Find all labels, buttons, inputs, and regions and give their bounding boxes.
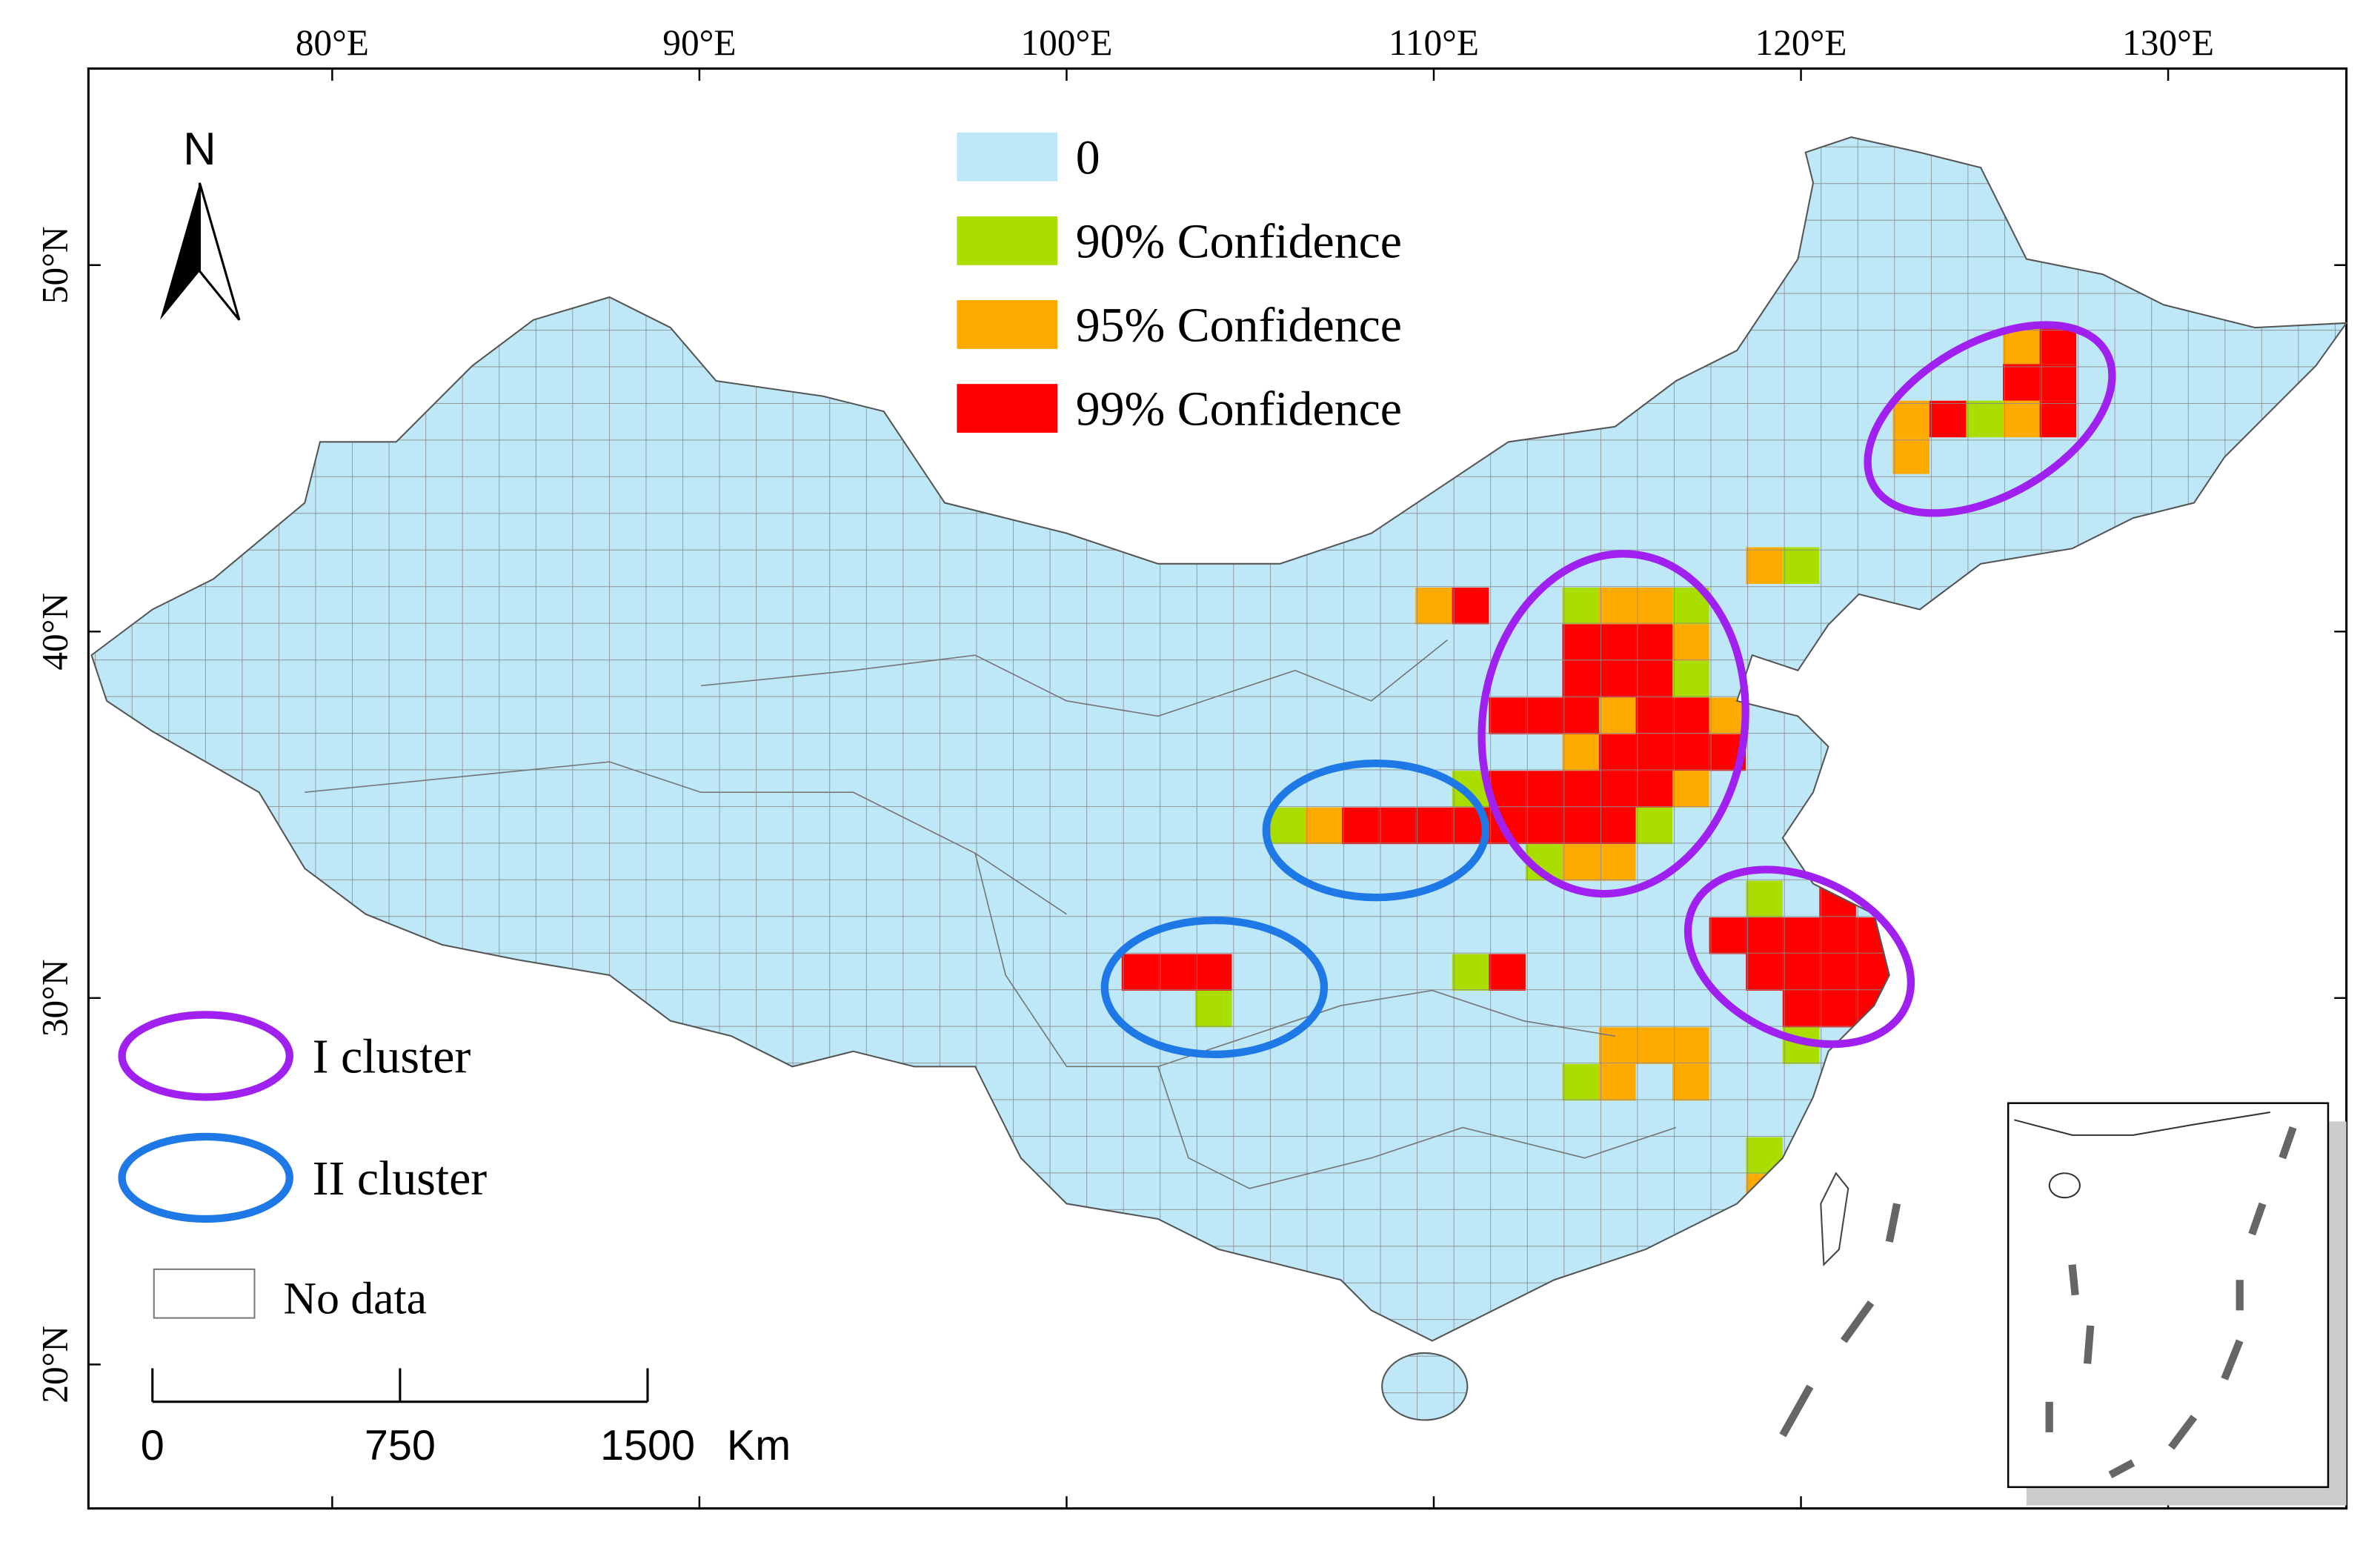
x-tick-label: 90°E	[662, 22, 736, 63]
scale-label: 1500	[600, 1422, 695, 1469]
cluster-label: I cluster	[313, 1030, 471, 1084]
inset	[1779, 1102, 2347, 1506]
scale-label: 750	[365, 1422, 436, 1469]
inset-dashes	[2045, 1126, 2297, 1478]
cluster-legend: I cluster II cluster	[118, 1011, 488, 1223]
north-label: N	[183, 124, 216, 175]
inset-frame	[2007, 1102, 2330, 1489]
legend-label: 95% Confidence	[1076, 299, 1402, 353]
cluster-ring	[1683, 865, 1915, 1049]
x-tick-label: 130°E	[2122, 22, 2214, 63]
y-tick-label: 20°N	[35, 1326, 76, 1403]
north-arrow: N	[160, 124, 241, 321]
taiwan	[1820, 1172, 1849, 1267]
y-tick-label: 50°N	[35, 226, 76, 304]
no-data-swatch	[153, 1268, 256, 1319]
cluster-ring	[1864, 321, 2116, 517]
legend-label: 99% Confidence	[1076, 382, 1402, 436]
legend-label: 90% Confidence	[1076, 215, 1402, 269]
x-tick-label: 120°E	[1755, 22, 1847, 63]
cluster-ring	[1262, 760, 1490, 902]
legend-swatch	[957, 300, 1058, 349]
sea-dashes	[1779, 1203, 1901, 1438]
legend-swatch	[957, 216, 1058, 265]
cluster-ring	[1100, 916, 1329, 1059]
y-tick-label: 30°N	[35, 959, 76, 1037]
no-data-label: No data	[284, 1273, 428, 1323]
x-tick-label: 80°E	[296, 22, 369, 63]
arrow-right	[198, 182, 241, 321]
x-tick-label: 100°E	[1021, 22, 1113, 63]
legend-swatch	[957, 384, 1058, 433]
scale-label: 0	[141, 1422, 164, 1469]
province-lines	[305, 639, 1677, 1189]
cluster-swatch	[118, 1011, 293, 1101]
cluster-rings	[1100, 321, 2116, 1059]
axes: 80°E 90°E 100°E 110°E 120°E 130°E 50°N 40°N 30°N…	[35, 22, 2347, 1509]
y-tick-label: 40°N	[35, 593, 76, 671]
legend: 0 90% Confidence 95% Confidence 99% Confide…	[957, 130, 1402, 436]
cluster-swatch	[118, 1132, 293, 1223]
legend-label: 0	[1076, 130, 1100, 185]
arrow-left	[160, 182, 200, 320]
inset-coast	[2014, 1112, 2271, 1199]
legend-swatch	[957, 132, 1058, 182]
scale-bar: 0 750 1500 Km	[141, 1368, 791, 1469]
cluster-ring	[1477, 550, 1749, 898]
scale-unit: Km	[727, 1422, 791, 1469]
cluster-label: II cluster	[313, 1152, 488, 1206]
x-tick-label: 110°E	[1389, 22, 1479, 63]
